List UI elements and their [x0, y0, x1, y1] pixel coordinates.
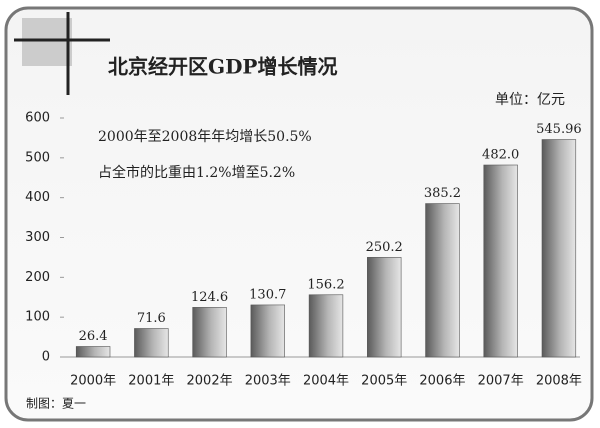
decor [22, 18, 72, 66]
bar [192, 307, 227, 358]
y-tick-label: 600 [25, 111, 50, 126]
x-tick-label: 2003年 [245, 374, 291, 389]
value-label: 71.6 [137, 311, 166, 326]
y-tick-label: 500 [25, 150, 50, 165]
bar [134, 328, 169, 358]
x-tick-label: 2002年 [187, 374, 233, 389]
x-tick-label: 2008年 [536, 374, 582, 389]
y-tick-label: 0 [42, 350, 50, 365]
credit: 制图：夏一 [26, 397, 86, 411]
bar [308, 294, 344, 358]
bar [541, 139, 577, 358]
x-tick-label: 2005年 [361, 374, 407, 389]
x-tick-label: 2001年 [128, 374, 174, 389]
bar [75, 346, 111, 358]
bar [483, 164, 518, 358]
x-tick-label: 2000年 [70, 374, 116, 389]
unit-label: 单位：亿元 [495, 92, 565, 108]
annotation: 占全市的比重由1.2%增至5.2% [98, 164, 295, 181]
y-tick-label: 400 [25, 190, 50, 205]
value-label: 26.4 [79, 329, 108, 344]
annotation: 2000年至2008年年均增长50.5% [98, 129, 312, 145]
value-label: 545.96 [536, 122, 582, 137]
x-tick-label: 2004年 [303, 374, 349, 389]
y-tick-label: 100 [25, 310, 50, 325]
value-label: 124.6 [191, 290, 228, 305]
x-tick-label: 2007年 [478, 374, 524, 389]
value-label: 156.2 [307, 277, 344, 292]
value-label: 482.0 [482, 148, 519, 163]
bar [250, 304, 285, 358]
x-tick-label: 2006年 [419, 374, 465, 389]
value-label: 250.2 [366, 240, 403, 255]
bar [367, 257, 402, 358]
bar [425, 203, 460, 358]
value-label: 130.7 [249, 287, 286, 302]
value-label: 385.2 [424, 186, 461, 201]
y-tick-label: 200 [25, 270, 50, 285]
chart-title: 北京经开区GDP增长情况 [108, 55, 337, 79]
y-tick-label: 300 [25, 230, 50, 245]
